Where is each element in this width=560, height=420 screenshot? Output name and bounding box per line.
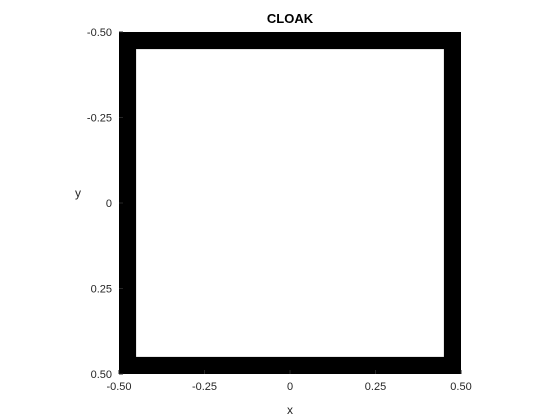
y-tick-label: 0.25 — [91, 284, 112, 296]
x-tick-label: -0.25 — [192, 381, 217, 393]
x-tick-label: -0.50 — [106, 381, 131, 393]
y-axis-label: y — [75, 186, 81, 200]
y-tick-label: -0.25 — [87, 113, 112, 125]
chart-title: CLOAK — [267, 11, 314, 26]
y-tick-label: 0.50 — [91, 369, 112, 381]
x-axis-label: x — [287, 403, 293, 417]
x-axis: -0.50 -0.25 0 0.25 0.50 — [106, 370, 472, 393]
y-tick-label: -0.50 — [87, 27, 112, 39]
region-interior — [136, 49, 444, 357]
y-tick-label: 0 — [106, 198, 112, 210]
x-tick-label: 0.25 — [365, 381, 386, 393]
x-tick-label: 0.50 — [450, 381, 471, 393]
x-tick-label: 0 — [287, 381, 293, 393]
plot-area — [119, 32, 461, 374]
y-axis: -0.50 -0.25 0 0.25 0.50 — [87, 27, 123, 381]
